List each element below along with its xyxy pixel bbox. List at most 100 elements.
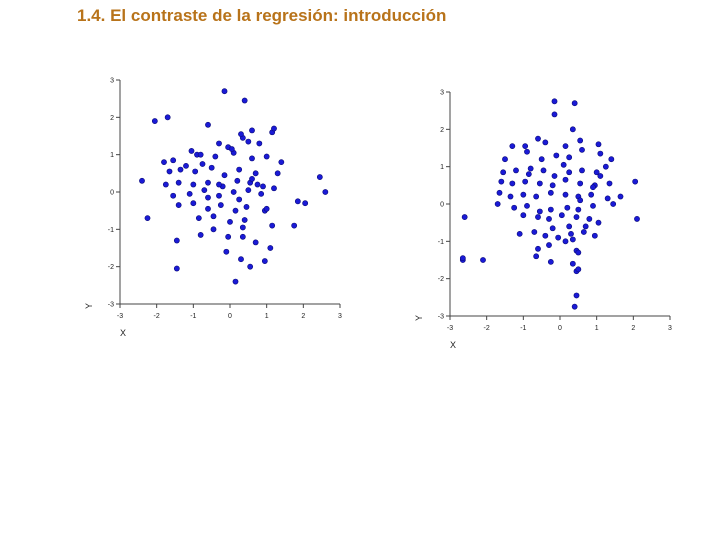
scatter-point: [634, 216, 640, 222]
scatter-point: [533, 253, 540, 260]
scatter-point: [540, 167, 547, 174]
y-tick-label: 1: [440, 164, 444, 171]
scatter-plot-right: -3 -2 -1 0 1 2 3 3 2 1 0 -1 -2 -3 X Y: [414, 90, 672, 351]
scatter-point: [205, 179, 211, 186]
scatter-point: [183, 162, 189, 169]
y-tick-label: 0: [440, 202, 444, 209]
y-axis-title: Y: [84, 303, 94, 309]
scatter-point: [322, 189, 329, 195]
scatter-point: [531, 229, 538, 235]
scatter-point: [199, 161, 206, 167]
scatter-point: [590, 202, 596, 209]
scatter-point: [175, 179, 182, 186]
scatter-point: [216, 140, 222, 147]
scatter-point: [566, 223, 573, 230]
scatter-point: [221, 88, 228, 95]
scatter-point: [175, 202, 182, 208]
scatter-point: [562, 143, 569, 150]
x-tick-label: 0: [558, 325, 562, 332]
scatter-point: [243, 204, 250, 210]
scatter-point: [597, 173, 604, 179]
scatter-point: [632, 178, 639, 185]
scatter-point: [538, 156, 545, 163]
scatter-point: [494, 201, 501, 207]
scatter-point: [190, 200, 197, 207]
scatter-point: [562, 191, 569, 198]
scatter-point: [232, 278, 239, 285]
y-tick-label: -1: [108, 227, 114, 234]
scatter-point: [500, 169, 507, 176]
scatter-point: [597, 150, 604, 157]
scatter-point: [173, 265, 180, 272]
scatter-point: [267, 245, 274, 251]
scatter-point: [216, 192, 222, 199]
scatter-point: [195, 215, 202, 222]
scatter-point: [586, 216, 593, 222]
x-tick-label: -1: [190, 313, 196, 320]
scatter-point: [216, 181, 222, 188]
scatter-point: [230, 189, 237, 195]
scatter-point: [238, 131, 244, 138]
x-tick-label: 3: [338, 313, 342, 320]
scatter-point: [480, 257, 486, 263]
y-tick-label: -2: [438, 276, 444, 283]
scatter-point: [610, 201, 617, 207]
scatter-point: [221, 172, 228, 179]
scatter-point: [241, 97, 248, 104]
scatter-point: [188, 148, 195, 154]
scatter-point: [278, 159, 285, 166]
y-tick-label: 3: [440, 90, 444, 97]
scatter-point: [551, 98, 558, 105]
scatter-point: [555, 234, 562, 241]
scatter-point: [294, 198, 301, 205]
scatter-point: [536, 208, 543, 215]
scatter-point: [225, 233, 232, 240]
scatter-point: [549, 225, 556, 232]
scatter-point: [291, 222, 298, 229]
scatter-point: [513, 167, 519, 174]
scatter-point: [239, 224, 246, 231]
x-tick-label: -1: [520, 325, 526, 332]
scatter-point: [595, 219, 602, 226]
scatter-point: [223, 248, 230, 255]
scatter-point: [535, 245, 541, 252]
scatter-point: [582, 223, 589, 230]
scatter-point: [533, 193, 540, 200]
y-tick-label: 0: [110, 190, 114, 197]
scatter-point: [566, 154, 573, 161]
scatter-point: [245, 138, 252, 145]
x-tick-label: -3: [447, 325, 453, 332]
scatter-point: [577, 180, 584, 187]
scatter-point: [579, 167, 585, 174]
scatter-point: [217, 202, 224, 208]
scatter-point: [562, 176, 569, 183]
y-tick-label: -3: [438, 314, 444, 321]
scatter-point: [263, 205, 270, 212]
scatter-point: [210, 226, 217, 233]
scatter-point: [577, 137, 584, 144]
scatter-point: [459, 255, 466, 262]
scatter-point: [496, 189, 503, 196]
scatter-point: [252, 239, 259, 246]
scatter-plot-left: -3 -2 -1 0 1 2 3 3 2 1 0 -1 -2 -3 X Y: [84, 78, 342, 339]
scatter-point: [249, 176, 255, 182]
scatter-point: [547, 206, 554, 213]
scatter-point: [546, 242, 552, 248]
scatter-point: [166, 168, 173, 175]
scatter-point: [551, 173, 558, 179]
scatter-point: [177, 166, 184, 173]
slide-title: 1.4. El contraste de la regresión: intro…: [77, 6, 447, 25]
scatter-point: [190, 181, 197, 188]
scatter-point: [577, 197, 584, 204]
scatter-point: [535, 135, 541, 142]
scatter-point: [249, 155, 255, 162]
scatter-point: [212, 153, 219, 160]
x-tick-label: 1: [595, 325, 599, 332]
y-tick-label: -2: [108, 264, 114, 271]
scatter-point: [261, 258, 268, 264]
x-tick-label: 2: [301, 313, 305, 320]
scatter-point: [602, 163, 609, 170]
scatter-point: [571, 303, 578, 310]
scatter-point: [263, 153, 270, 160]
scatter-point: [546, 216, 552, 222]
